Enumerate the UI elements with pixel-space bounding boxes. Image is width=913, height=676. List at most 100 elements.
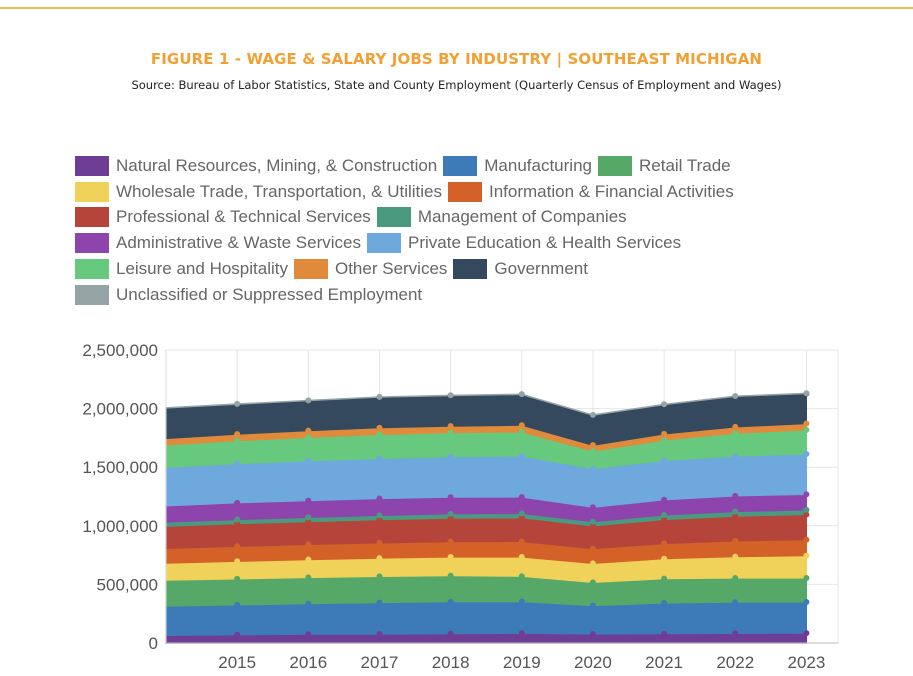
legend-label: Retail Trade xyxy=(638,155,731,175)
point-administrative-and-waste-services xyxy=(661,496,668,503)
point-administrative-and-waste-services xyxy=(234,499,241,506)
point-private-education-and-health-services xyxy=(305,457,312,464)
point-leisure-and-hospitality xyxy=(803,426,810,433)
legend-swatch xyxy=(453,259,488,280)
x-tick-label: 2022 xyxy=(716,653,754,672)
point-professional-and-technical-services xyxy=(803,511,810,518)
legend-label: Management of Companies xyxy=(417,207,627,227)
x-tick-label: 2016 xyxy=(289,653,327,672)
x-tick-label: 2018 xyxy=(432,653,470,672)
point-professional-and-technical-services xyxy=(376,516,383,523)
point-professional-and-technical-services xyxy=(447,515,454,522)
point-management-of-companies xyxy=(661,512,668,519)
y-tick-label: 1,000,000 xyxy=(82,517,158,536)
legend-row: Unclassified or Suppressed Employment xyxy=(75,282,835,308)
legend-item-information-and-financial-activities[interactable]: Information & Financial Activities xyxy=(447,181,734,202)
point-leisure-and-hospitality xyxy=(732,430,739,437)
point-retail-trade xyxy=(661,575,668,582)
point-private-education-and-health-services xyxy=(376,455,383,462)
area-retail-trade xyxy=(165,575,807,607)
point-retail-trade xyxy=(447,572,454,579)
point-leisure-and-hospitality xyxy=(376,431,383,438)
point-wholesale-trade-transportation-and-utilities xyxy=(447,553,454,560)
point-professional-and-technical-services xyxy=(732,513,739,520)
point-unclassified-or-suppressed-employment xyxy=(589,411,596,418)
point-leisure-and-hospitality xyxy=(518,428,525,435)
legend-swatch xyxy=(75,181,109,202)
legend-swatch xyxy=(443,155,478,176)
point-wholesale-trade-transportation-and-utilities xyxy=(803,552,810,559)
y-tick-label: 500,000 xyxy=(97,575,158,594)
legend-item-natural-resources-mining-and-construction[interactable]: Natural Resources, Mining, & Constructio… xyxy=(75,155,438,176)
point-other-services xyxy=(803,420,810,427)
legend-item-unclassified-or-suppressed-employment[interactable]: Unclassified or Suppressed Employment xyxy=(75,284,423,305)
legend-item-leisure-and-hospitality[interactable]: Leisure and Hospitality xyxy=(75,259,288,280)
point-natural-resources-mining-and-construction xyxy=(661,630,668,637)
legend-item-administrative-and-waste-services[interactable]: Administrative & Waste Services xyxy=(75,233,361,254)
point-administrative-and-waste-services xyxy=(518,493,525,500)
point-management-of-companies xyxy=(234,516,241,523)
y-tick-label: 2,000,000 xyxy=(82,400,158,419)
point-unclassified-or-suppressed-employment xyxy=(447,392,454,399)
legend-item-wholesale-trade-transportation-and-utilities[interactable]: Wholesale Trade, Transportation, & Utili… xyxy=(75,181,442,202)
legend-item-private-education-and-health-services[interactable]: Private Education & Health Services xyxy=(367,233,681,254)
legend-label: Leisure and Hospitality xyxy=(116,259,288,279)
point-unclassified-or-suppressed-employment xyxy=(732,393,739,400)
legend-item-government[interactable]: Government xyxy=(453,259,588,280)
x-tick-label: 2015 xyxy=(218,653,256,672)
point-information-and-financial-activities xyxy=(589,545,596,552)
x-tick-label: 2017 xyxy=(361,653,399,672)
point-private-education-and-health-services xyxy=(589,465,596,472)
point-other-services xyxy=(589,442,596,449)
point-information-and-financial-activities xyxy=(305,541,312,548)
point-wholesale-trade-transportation-and-utilities xyxy=(661,555,668,562)
legend-row: Leisure and Hospitality Other Services Gov… xyxy=(75,256,835,282)
legend-label: Natural Resources, Mining, & Constructio… xyxy=(116,155,438,175)
legend-label: Unclassified or Suppressed Employment xyxy=(116,284,423,304)
legend-label: Administrative & Waste Services xyxy=(116,233,361,253)
point-information-and-financial-activities xyxy=(518,538,525,545)
legend-item-professional-and-technical-services[interactable]: Professional & Technical Services xyxy=(75,207,371,228)
point-unclassified-or-suppressed-employment xyxy=(234,400,241,407)
point-natural-resources-mining-and-construction xyxy=(305,631,312,638)
legend-item-other-services[interactable]: Other Services xyxy=(293,259,447,280)
point-retail-trade xyxy=(732,574,739,581)
areas xyxy=(165,392,807,644)
point-private-education-and-health-services xyxy=(732,453,739,460)
legend-row: Wholesale Trade, Transportation, & Utili… xyxy=(75,179,835,205)
point-leisure-and-hospitality xyxy=(234,437,241,444)
point-retail-trade xyxy=(589,579,596,586)
point-retail-trade xyxy=(305,574,312,581)
x-tick-label: 2019 xyxy=(503,653,541,672)
point-natural-resources-mining-and-construction xyxy=(447,630,454,637)
point-retail-trade xyxy=(518,573,525,580)
point-management-of-companies xyxy=(305,514,312,521)
point-private-education-and-health-services xyxy=(518,452,525,459)
point-other-services xyxy=(661,430,668,437)
point-leisure-and-hospitality xyxy=(661,437,668,444)
legend-swatch xyxy=(75,284,109,305)
point-private-education-and-health-services xyxy=(661,457,668,464)
y-tick-label: 1,500,000 xyxy=(82,458,158,477)
point-management-of-companies xyxy=(518,510,525,517)
legend-row: Natural Resources, Mining, & Constructio… xyxy=(75,153,835,179)
point-unclassified-or-suppressed-employment xyxy=(518,391,525,398)
legend-item-management-of-companies[interactable]: Management of Companies xyxy=(376,207,627,228)
point-natural-resources-mining-and-construction xyxy=(234,631,241,638)
point-natural-resources-mining-and-construction xyxy=(518,630,525,637)
x-tick-label: 2021 xyxy=(645,653,683,672)
figure-source: Source: Bureau of Labor Statistics, Stat… xyxy=(131,78,782,92)
point-natural-resources-mining-and-construction xyxy=(732,630,739,637)
legend-label: Government xyxy=(494,259,588,279)
legend-item-retail-trade[interactable]: Retail Trade xyxy=(597,155,731,176)
point-unclassified-or-suppressed-employment xyxy=(661,401,668,408)
point-manufacturing xyxy=(589,602,596,609)
legend-item-manufacturing[interactable]: Manufacturing xyxy=(443,155,592,176)
legend-row: Professional & Technical Services Managem… xyxy=(75,205,835,231)
point-private-education-and-health-services xyxy=(447,453,454,460)
legend-swatch xyxy=(75,155,109,176)
point-other-services xyxy=(376,424,383,431)
point-management-of-companies xyxy=(803,506,810,513)
point-wholesale-trade-transportation-and-utilities xyxy=(732,553,739,560)
